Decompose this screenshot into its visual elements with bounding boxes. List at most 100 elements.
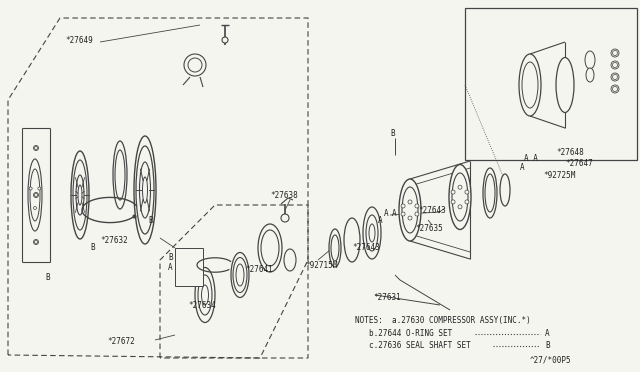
Text: *27648: *27648: [556, 148, 584, 157]
Text: *27638: *27638: [270, 190, 298, 199]
Ellipse shape: [113, 141, 127, 209]
Text: *27634: *27634: [188, 301, 216, 310]
Ellipse shape: [184, 54, 206, 76]
Text: *27647: *27647: [565, 158, 593, 167]
Ellipse shape: [522, 62, 538, 108]
Ellipse shape: [485, 174, 495, 212]
Ellipse shape: [612, 87, 618, 92]
Text: *92715M: *92715M: [305, 260, 337, 269]
Ellipse shape: [33, 145, 38, 151]
Ellipse shape: [202, 285, 209, 305]
Ellipse shape: [363, 207, 381, 259]
Ellipse shape: [73, 160, 87, 230]
Ellipse shape: [408, 216, 412, 220]
Text: A: A: [520, 163, 525, 171]
Ellipse shape: [30, 169, 40, 221]
Ellipse shape: [452, 173, 468, 221]
Ellipse shape: [143, 177, 147, 203]
Ellipse shape: [483, 168, 497, 218]
Ellipse shape: [399, 179, 421, 241]
Text: B: B: [168, 253, 173, 263]
Text: *27632: *27632: [100, 235, 128, 244]
Ellipse shape: [35, 147, 38, 150]
Text: c.27636 SEAL SHAFT SET: c.27636 SEAL SHAFT SET: [369, 341, 471, 350]
Text: B: B: [90, 244, 95, 253]
Text: *27643: *27643: [418, 205, 445, 215]
Ellipse shape: [71, 151, 89, 239]
Ellipse shape: [76, 175, 84, 215]
Ellipse shape: [29, 187, 32, 190]
Ellipse shape: [612, 51, 618, 55]
Ellipse shape: [261, 230, 279, 266]
Ellipse shape: [369, 224, 375, 242]
Ellipse shape: [612, 74, 618, 80]
Ellipse shape: [33, 206, 36, 209]
Ellipse shape: [415, 204, 419, 208]
Ellipse shape: [33, 240, 38, 244]
Ellipse shape: [231, 253, 249, 298]
Ellipse shape: [611, 85, 619, 93]
Ellipse shape: [78, 185, 82, 205]
Text: A: A: [378, 215, 383, 224]
Ellipse shape: [408, 200, 412, 204]
Ellipse shape: [344, 218, 360, 262]
Ellipse shape: [458, 185, 462, 189]
Ellipse shape: [331, 235, 339, 261]
Ellipse shape: [258, 224, 282, 272]
Ellipse shape: [415, 212, 419, 216]
Ellipse shape: [134, 136, 156, 244]
Text: b.27644 O-RING SET: b.27644 O-RING SET: [369, 330, 452, 339]
Ellipse shape: [465, 200, 469, 204]
Ellipse shape: [402, 187, 418, 233]
Text: *27643: *27643: [352, 244, 380, 253]
Text: B: B: [45, 273, 50, 282]
Ellipse shape: [281, 214, 289, 222]
Ellipse shape: [519, 54, 541, 116]
Text: *27635: *27635: [415, 224, 443, 232]
Ellipse shape: [35, 193, 38, 196]
Text: *27672: *27672: [107, 337, 135, 346]
Text: NOTES:  a.27630 COMPRESSOR ASSY(INC.*): NOTES: a.27630 COMPRESSOR ASSY(INC.*): [355, 315, 531, 324]
Ellipse shape: [556, 58, 574, 112]
Ellipse shape: [33, 192, 38, 198]
Text: *92725M: *92725M: [543, 170, 575, 180]
Text: *27631: *27631: [373, 294, 401, 302]
Ellipse shape: [140, 162, 150, 218]
Ellipse shape: [401, 204, 405, 208]
Ellipse shape: [586, 68, 594, 82]
Ellipse shape: [611, 61, 619, 69]
Ellipse shape: [195, 267, 215, 323]
Ellipse shape: [451, 190, 455, 194]
Text: *27649: *27649: [65, 35, 93, 45]
Ellipse shape: [35, 241, 38, 244]
Text: B: B: [545, 341, 550, 350]
Ellipse shape: [284, 249, 296, 271]
Ellipse shape: [458, 205, 462, 209]
Ellipse shape: [188, 58, 202, 72]
Text: B: B: [148, 215, 152, 224]
Bar: [175, 248, 203, 286]
Ellipse shape: [28, 159, 42, 231]
Text: A: A: [168, 263, 173, 273]
Ellipse shape: [465, 190, 469, 194]
Ellipse shape: [451, 200, 455, 204]
Text: A A: A A: [524, 154, 538, 163]
Text: B: B: [390, 128, 396, 138]
Bar: [465, 8, 637, 160]
Ellipse shape: [198, 275, 212, 315]
Text: *27641: *27641: [245, 266, 273, 275]
Ellipse shape: [611, 73, 619, 81]
Text: A: A: [384, 208, 388, 218]
Ellipse shape: [449, 164, 471, 230]
Ellipse shape: [401, 212, 405, 216]
Ellipse shape: [329, 229, 341, 267]
Ellipse shape: [366, 215, 378, 251]
Ellipse shape: [222, 37, 228, 43]
Ellipse shape: [236, 264, 244, 286]
Ellipse shape: [500, 174, 510, 206]
Ellipse shape: [585, 51, 595, 69]
Text: A: A: [545, 330, 550, 339]
Text: A: A: [392, 208, 397, 218]
Ellipse shape: [115, 150, 125, 200]
Ellipse shape: [233, 257, 247, 292]
